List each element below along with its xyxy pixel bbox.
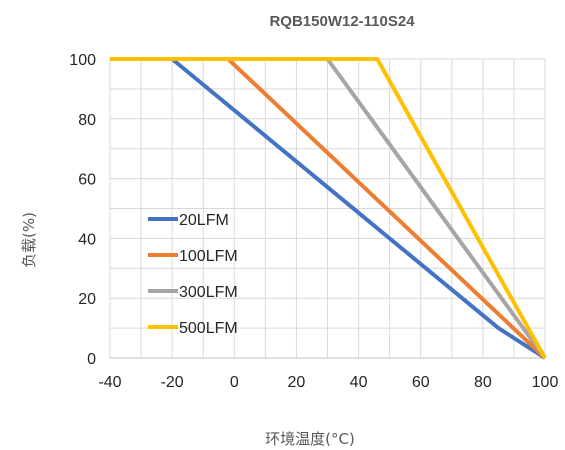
y-tick-label: 100 — [69, 52, 96, 69]
x-tick-label: -20 — [161, 374, 184, 391]
y-tick-label: 0 — [87, 351, 96, 368]
chart-title: RQB150W12-110S24 — [269, 13, 415, 30]
series-layer — [110, 57, 547, 360]
x-tick-label: 100 — [532, 374, 559, 391]
y-tick-label: 40 — [78, 231, 96, 248]
y-tick-label: 20 — [78, 291, 96, 308]
series-line-500lfm — [110, 57, 547, 359]
y-tick-labels: 0 20 40 60 80 100 — [69, 52, 96, 368]
legend-label: 20LFM — [179, 212, 229, 229]
legend-label: 500LFM — [179, 320, 238, 337]
x-tick-label: -40 — [98, 374, 121, 391]
x-tick-label: 40 — [350, 374, 368, 391]
x-tick-label: 0 — [230, 374, 239, 391]
x-tick-label: 80 — [474, 374, 492, 391]
y-tick-label: 60 — [78, 172, 96, 189]
x-tick-label: 20 — [288, 374, 306, 391]
y-tick-label: 80 — [78, 112, 96, 129]
legend-label: 100LFM — [179, 248, 238, 265]
x-axis-label: 环境温度(°C) — [265, 430, 355, 448]
grid — [109, 58, 546, 359]
y-axis-label: 负载(%) — [20, 212, 38, 268]
legend: 20LFM 100LFM 300LFM 500LFM — [148, 212, 238, 337]
x-tick-label: 60 — [412, 374, 430, 391]
x-tick-labels: -40 -20 0 20 40 60 80 100 — [98, 374, 558, 391]
legend-label: 300LFM — [179, 284, 238, 301]
